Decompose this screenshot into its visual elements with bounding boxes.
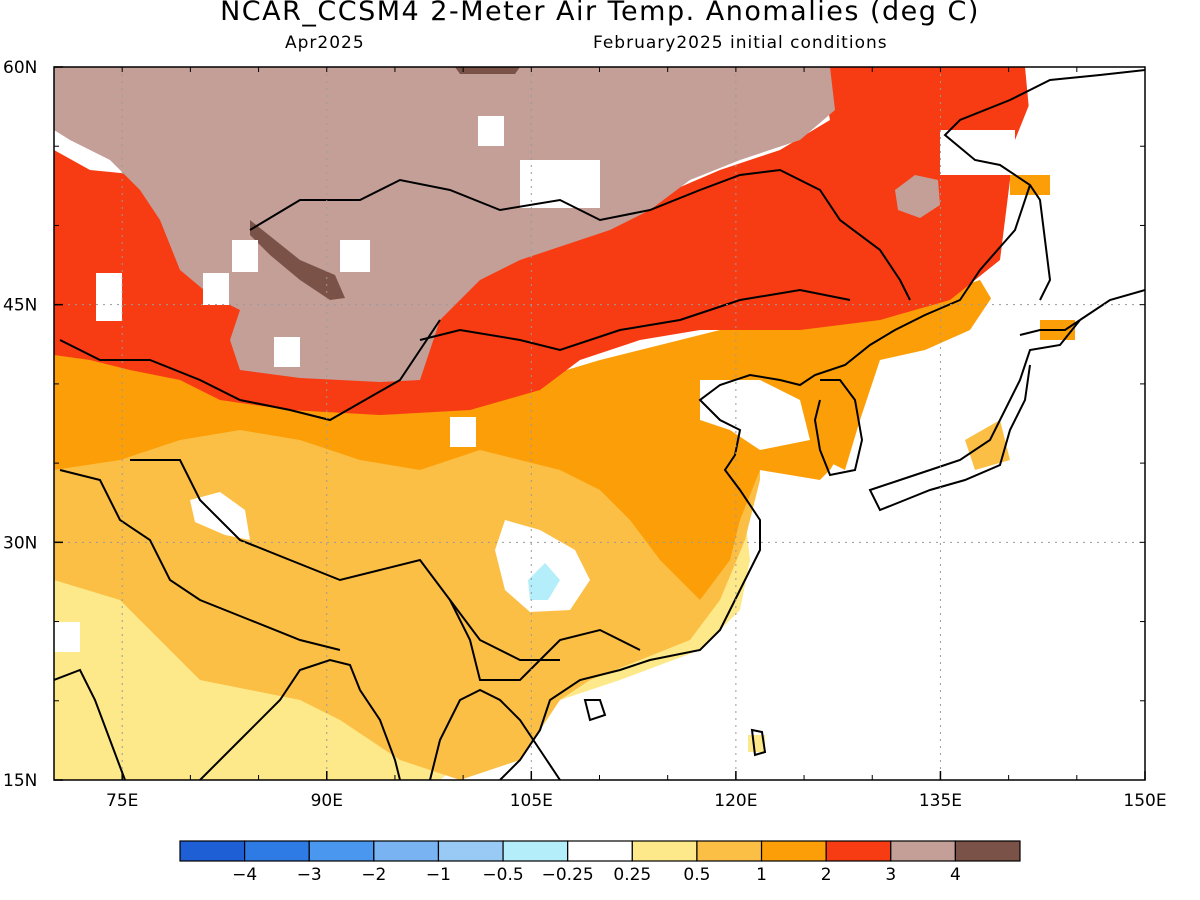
anomaly-region-3-4-east [895, 175, 940, 218]
colorbar-swatch [696, 840, 763, 862]
border-china-south [419, 288, 851, 352]
lon-tick-label: 105E [510, 791, 553, 811]
anomaly-region-above-4-b [455, 67, 520, 74]
lat-tick-label: 60N [3, 58, 37, 78]
colorbar-label: −0.25 [542, 865, 594, 885]
colorbar-swatch [179, 840, 246, 862]
colorbar-label: 0.25 [613, 865, 651, 885]
lat-tick-label: 30N [3, 533, 37, 553]
ocean-mask [700, 67, 1145, 780]
lon-tick-label: 135E [919, 791, 962, 811]
border-china-mongolia [249, 168, 911, 301]
colorbar-label: −1 [426, 865, 451, 885]
colorbar-label: 2 [821, 865, 832, 885]
yellow-sea-mask [700, 380, 810, 450]
colorbar-label: 4 [950, 865, 961, 885]
colorbar-swatch [308, 840, 375, 862]
init-conditions-label: February2025 initial conditions [593, 33, 888, 53]
axis-labels: 75E 90E 105E 120E 135E 150E 60N 45N 30N 15N [3, 58, 1167, 811]
coastline-east-asia [499, 69, 1145, 780]
colorbar-label: 0.5 [683, 865, 710, 885]
colorbar-swatch [631, 840, 698, 862]
colorbar-swatch [825, 840, 892, 862]
coastline-hainan [583, 699, 607, 722]
axis-ticks [53, 66, 1146, 781]
anomaly-region-1-2 [54, 280, 1010, 600]
japan-anomaly [965, 420, 1010, 470]
boundaries [54, 69, 1145, 780]
colorbar-label: 1 [756, 865, 767, 885]
colorbar-swatch [890, 840, 956, 862]
lon-tick-label: 75E [106, 791, 138, 811]
coastline-sakhalin [1029, 184, 1052, 301]
lat-tick-label: 45N [3, 296, 37, 316]
colorbar-label: −4 [232, 865, 257, 885]
coastline-japan [868, 319, 1081, 512]
colorbar-swatch [437, 840, 504, 862]
coastline-kamchatka [1079, 289, 1145, 321]
coastline-india [54, 668, 126, 780]
anomaly-region-minus-0.25 [528, 563, 560, 600]
colorbar-swatch [760, 840, 827, 862]
colorbar-swatch [567, 840, 633, 862]
colorbar-label: −3 [297, 865, 322, 885]
colorbar-label: 3 [885, 865, 896, 885]
map-area [54, 67, 1145, 780]
colorbar-legend: −4 −3 −2 −1 −0.5 −0.25 0.25 0.5 1 2 3 4 [179, 840, 1021, 885]
coastline-taiwan [750, 728, 767, 757]
coastline-bay-of-bengal [199, 658, 401, 780]
valid-month-label: Apr2025 [285, 33, 365, 53]
border-himalaya [130, 459, 560, 661]
lon-tick-label: 120E [714, 791, 757, 811]
colorbar-swatch [502, 840, 569, 862]
colorbar-label: −2 [361, 865, 386, 885]
anomaly-region-3-4 [54, 67, 835, 382]
korea-anomaly [820, 370, 860, 470]
coastline-korea [813, 379, 864, 477]
lon-tick-label: 150E [1123, 791, 1166, 811]
coastline-indochina [429, 688, 561, 780]
colorbar-swatch [954, 840, 1021, 862]
border-central-asia [59, 319, 441, 422]
colorbar-swatch [373, 840, 440, 862]
anomaly-region-above-4-a [250, 220, 345, 300]
border-southeast-asia [449, 599, 641, 681]
map-title: NCAR_CCSM4 2-Meter Air Temp. Anomalies (… [220, 0, 980, 27]
colorbar-label: −0.5 [482, 865, 523, 885]
border-south-asia [59, 469, 341, 651]
lon-tick-label: 90E [311, 791, 343, 811]
lat-tick-label: 15N [3, 771, 37, 791]
colorbar-swatch [244, 840, 310, 862]
